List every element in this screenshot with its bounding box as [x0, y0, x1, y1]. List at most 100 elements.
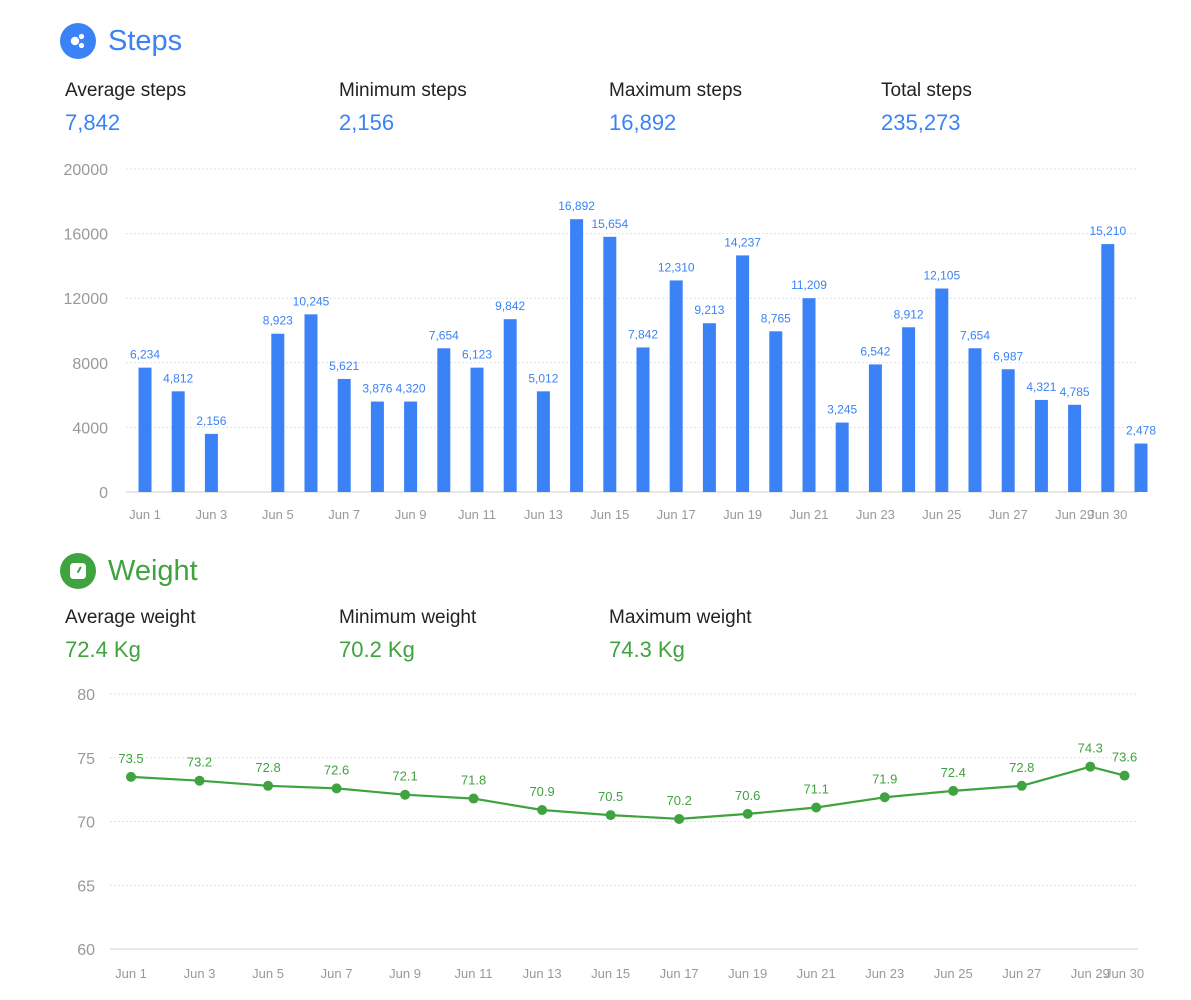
x-tick-label: Jun 9: [389, 966, 421, 981]
weight-series-line: [130, 765, 1125, 821]
point-data-label: 73.5: [118, 751, 143, 766]
x-tick-label: Jun 15: [591, 966, 630, 981]
stat-value: 2,156: [339, 110, 395, 135]
x-tick-label: Jun 29: [1071, 966, 1110, 981]
bar: [1101, 244, 1115, 492]
scale-icon: [60, 553, 96, 589]
x-tick-label: Jun 21: [789, 507, 828, 522]
x-tick-label: Jun 15: [590, 507, 629, 522]
x-tick-label: Jun 13: [524, 507, 563, 522]
stat-label: Minimum weight: [339, 607, 477, 628]
bar: [171, 391, 185, 492]
bar: [570, 219, 584, 492]
bar-data-label: 12,105: [923, 269, 960, 283]
bar-data-label: 9,842: [495, 299, 525, 313]
data-point: [126, 771, 136, 782]
data-point: [1119, 770, 1130, 781]
stat-value: 70.2 Kg: [339, 637, 415, 662]
bar-data-label: 8,765: [761, 311, 791, 325]
bar: [1134, 443, 1148, 492]
point-data-label: 70.2: [667, 793, 692, 808]
bar: [1001, 369, 1015, 492]
bar-data-label: 6,987: [993, 349, 1023, 363]
x-tick-label: Jun 5: [252, 966, 284, 981]
bar-data-label: 3,245: [827, 403, 857, 417]
bar-data-label: 15,654: [591, 217, 628, 231]
bar-data-label: 14,237: [724, 235, 761, 249]
bar-data-label: 10,245: [293, 294, 330, 308]
stat-label: Minimum steps: [339, 80, 467, 101]
x-tick-label: Jun 3: [184, 966, 216, 981]
bar-data-label: 8,912: [894, 307, 924, 321]
bar: [902, 327, 916, 492]
bar-data-label: 4,320: [396, 382, 426, 396]
x-tick-label: Jun 30: [1105, 966, 1144, 981]
bar-data-label: 6,123: [462, 348, 492, 362]
bar: [503, 319, 517, 492]
bar-data-label: 2,478: [1126, 424, 1156, 438]
x-tick-label: Jun 23: [865, 966, 904, 981]
data-point: [263, 780, 274, 791]
y-tick-label: 12000: [64, 291, 109, 308]
point-data-label: 70.6: [735, 788, 760, 803]
bar-data-label: 7,654: [429, 328, 459, 342]
stat-label: Maximum weight: [609, 607, 752, 628]
data-point: [879, 792, 890, 803]
bar: [470, 367, 484, 492]
point-data-label: 71.9: [872, 771, 897, 786]
stat-value: 72.4 Kg: [65, 637, 141, 662]
x-tick-label: Jun 7: [328, 507, 360, 522]
footprints-icon: [60, 23, 96, 59]
stat-label: Maximum steps: [609, 80, 743, 101]
data-point: [1016, 780, 1027, 791]
stat-value: 16,892: [609, 110, 677, 135]
steps-bar-chart: 0 4000 8000 12000 16000 20000 Jun 1 Jun 3 Jun 5 J…: [64, 162, 1157, 522]
y-tick-label: 20000: [64, 162, 109, 179]
y-tick-label: 60: [77, 942, 95, 959]
x-tick-label: Jun 9: [395, 507, 427, 522]
bar: [437, 348, 451, 492]
x-tick-label: Jun 17: [660, 966, 699, 981]
x-tick-label: Jun 30: [1088, 507, 1127, 522]
stat-label: Average steps: [65, 80, 187, 101]
bar: [702, 323, 716, 492]
bar-data-label: 4,785: [1060, 385, 1090, 399]
stat-total-steps: Total steps 235,273: [881, 80, 972, 136]
x-tick-label: Jun 27: [989, 507, 1028, 522]
data-point: [811, 802, 822, 813]
bar-data-label: 16,892: [558, 199, 595, 213]
bar-data-label: 5,012: [528, 371, 558, 385]
data-point: [1085, 761, 1096, 772]
x-tick-label: Jun 17: [657, 507, 696, 522]
x-tick-label: Jun 23: [856, 507, 895, 522]
data-point: [468, 793, 479, 804]
stat-label: Total steps: [881, 80, 972, 101]
bar-data-label: 7,654: [960, 328, 990, 342]
x-tick-label: Jun 21: [797, 966, 836, 981]
y-tick-label: 0: [99, 485, 108, 502]
bar-data-label: 15,210: [1089, 224, 1126, 238]
bar: [968, 348, 982, 492]
x-tick-label: Jun 13: [523, 966, 562, 981]
weight-title: Weight: [108, 554, 198, 587]
bar-data-label: 3,876: [362, 382, 392, 396]
x-tick-label: Jun 25: [922, 507, 961, 522]
point-data-label: 72.8: [255, 760, 280, 775]
bar-data-label: 7,842: [628, 327, 658, 341]
point-data-label: 72.1: [392, 769, 417, 784]
bar-data-label: 12,310: [658, 260, 695, 274]
bar-data-label: 2,156: [196, 414, 226, 428]
bar: [736, 255, 750, 492]
bar: [337, 378, 351, 492]
steps-header: Steps: [60, 23, 182, 59]
x-tick-label: Jun 19: [723, 507, 762, 522]
data-point: [400, 789, 411, 800]
point-data-label: 70.5: [598, 789, 623, 804]
data-point: [605, 810, 616, 821]
stat-minimum-steps: Minimum steps 2,156: [339, 80, 467, 136]
bar: [304, 314, 318, 492]
steps-title: Steps: [108, 24, 183, 57]
weight-header: Weight: [60, 553, 198, 589]
bar: [536, 391, 550, 492]
